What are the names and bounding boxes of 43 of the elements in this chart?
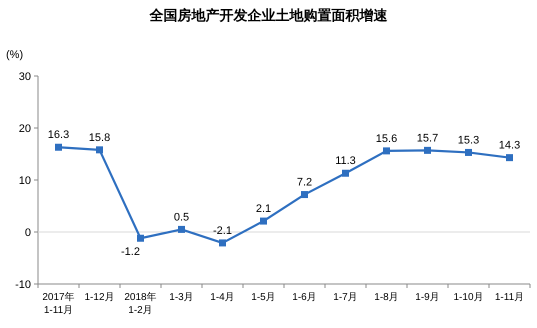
point [465, 148, 472, 156]
point [260, 218, 267, 225]
data-label: 0.5 [174, 211, 190, 224]
point [55, 144, 62, 151]
data-label: 16.3 [48, 129, 70, 142]
point [301, 191, 308, 198]
point [137, 234, 144, 242]
data-label: 15.6 [376, 132, 398, 145]
x-tick-label: 2018年 1-2月 [124, 291, 157, 316]
x-tick-label: 1-9月 [415, 292, 440, 303]
x-tick-label: 1-11月 [494, 292, 524, 303]
data-label: 15.8 [88, 132, 110, 144]
y-tick-label: 30 [18, 71, 31, 83]
x-tick-label: 1-7月 [333, 292, 358, 303]
point [424, 146, 431, 154]
point [178, 226, 185, 233]
y-axis-title: (%) [6, 49, 24, 61]
x-tick-label: 1-10月 [453, 292, 484, 303]
data-label: 7.2 [296, 176, 312, 189]
data-label: 15.3 [458, 134, 480, 146]
x-tick-label: 2017年 1-11月 [42, 291, 75, 316]
y-tick-label: 20 [18, 123, 31, 135]
y-tick-label: 0 [24, 227, 31, 239]
y-tick-label: -10 [15, 279, 31, 291]
data-label: -1.2 [121, 246, 140, 258]
x-tick-label: 1-8月 [374, 292, 399, 303]
x-tick-label: 1-3月 [169, 292, 194, 303]
x-tick-label: 1-12月 [84, 292, 115, 303]
x-tick-label: 1-6月 [292, 292, 317, 303]
point [506, 154, 513, 162]
point [342, 170, 349, 177]
data-label: 14.3 [498, 140, 520, 152]
x-tick-label: 1-5月 [251, 292, 276, 303]
y-tick-label: 10 [18, 175, 31, 187]
data-label: 11.3 [335, 155, 356, 168]
point [219, 239, 226, 246]
point [383, 147, 390, 154]
x-tick-label: 1-4月 [210, 292, 235, 303]
point [96, 146, 103, 154]
data-label: 15.7 [416, 132, 438, 144]
data-label: 2.1 [256, 203, 272, 216]
data-label: -2.1 [213, 224, 232, 237]
chart-title: 全国房地产开发企业土地购置面积增速 [148, 7, 388, 23]
